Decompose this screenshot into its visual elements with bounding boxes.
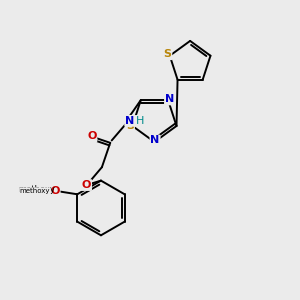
Text: S: S <box>164 49 171 59</box>
Text: methoxy: methoxy <box>20 188 50 194</box>
Text: methoxy: methoxy <box>18 185 55 194</box>
Text: N: N <box>125 116 134 126</box>
Text: H: H <box>136 116 144 126</box>
Text: N: N <box>150 136 160 146</box>
Text: O: O <box>82 180 91 190</box>
Text: O: O <box>50 186 60 196</box>
Text: S: S <box>126 121 134 131</box>
Text: N: N <box>165 94 174 104</box>
Text: O: O <box>87 131 97 141</box>
